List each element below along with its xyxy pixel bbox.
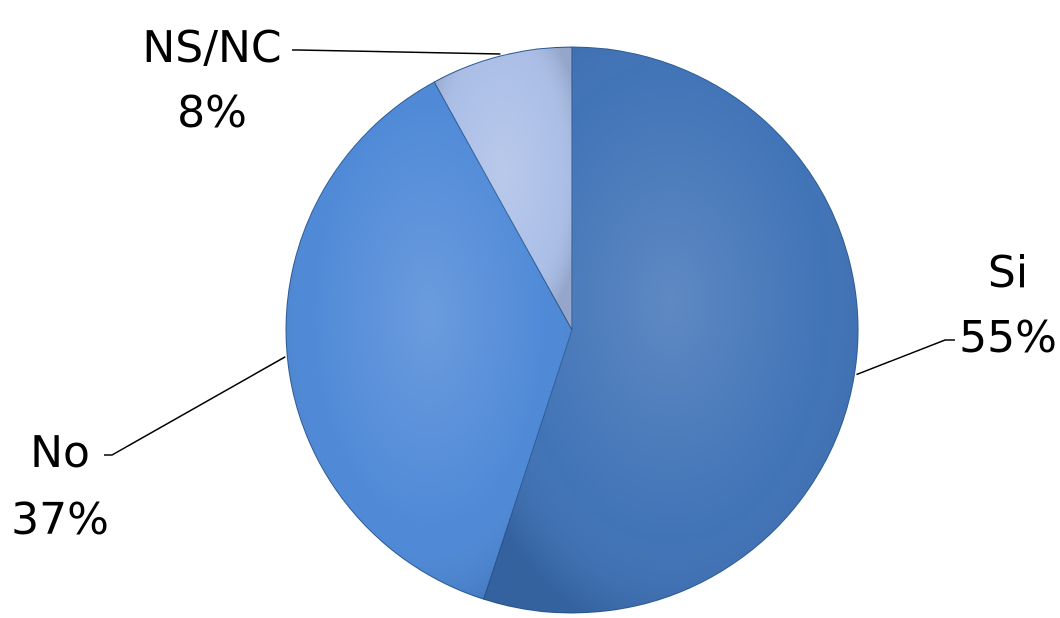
slice-label-no: No: [30, 427, 90, 478]
slice-value-label-si: 55%: [959, 312, 1057, 363]
leader-line-ns-nc: [292, 49, 501, 55]
leader-line-si: [856, 339, 955, 376]
slice-label-ns-nc: NS/NC: [142, 22, 281, 73]
slice-value-label-ns-nc: 8%: [177, 87, 247, 138]
pie-slice-shading-si: [483, 47, 858, 613]
slice-value-label-no: 37%: [11, 494, 109, 545]
pie-slice-shading-no: [285, 82, 572, 600]
slice-label-si: Si: [988, 247, 1028, 298]
pie-slice-shading-ns-nc: [434, 47, 572, 330]
leader-line-no: [104, 356, 286, 456]
